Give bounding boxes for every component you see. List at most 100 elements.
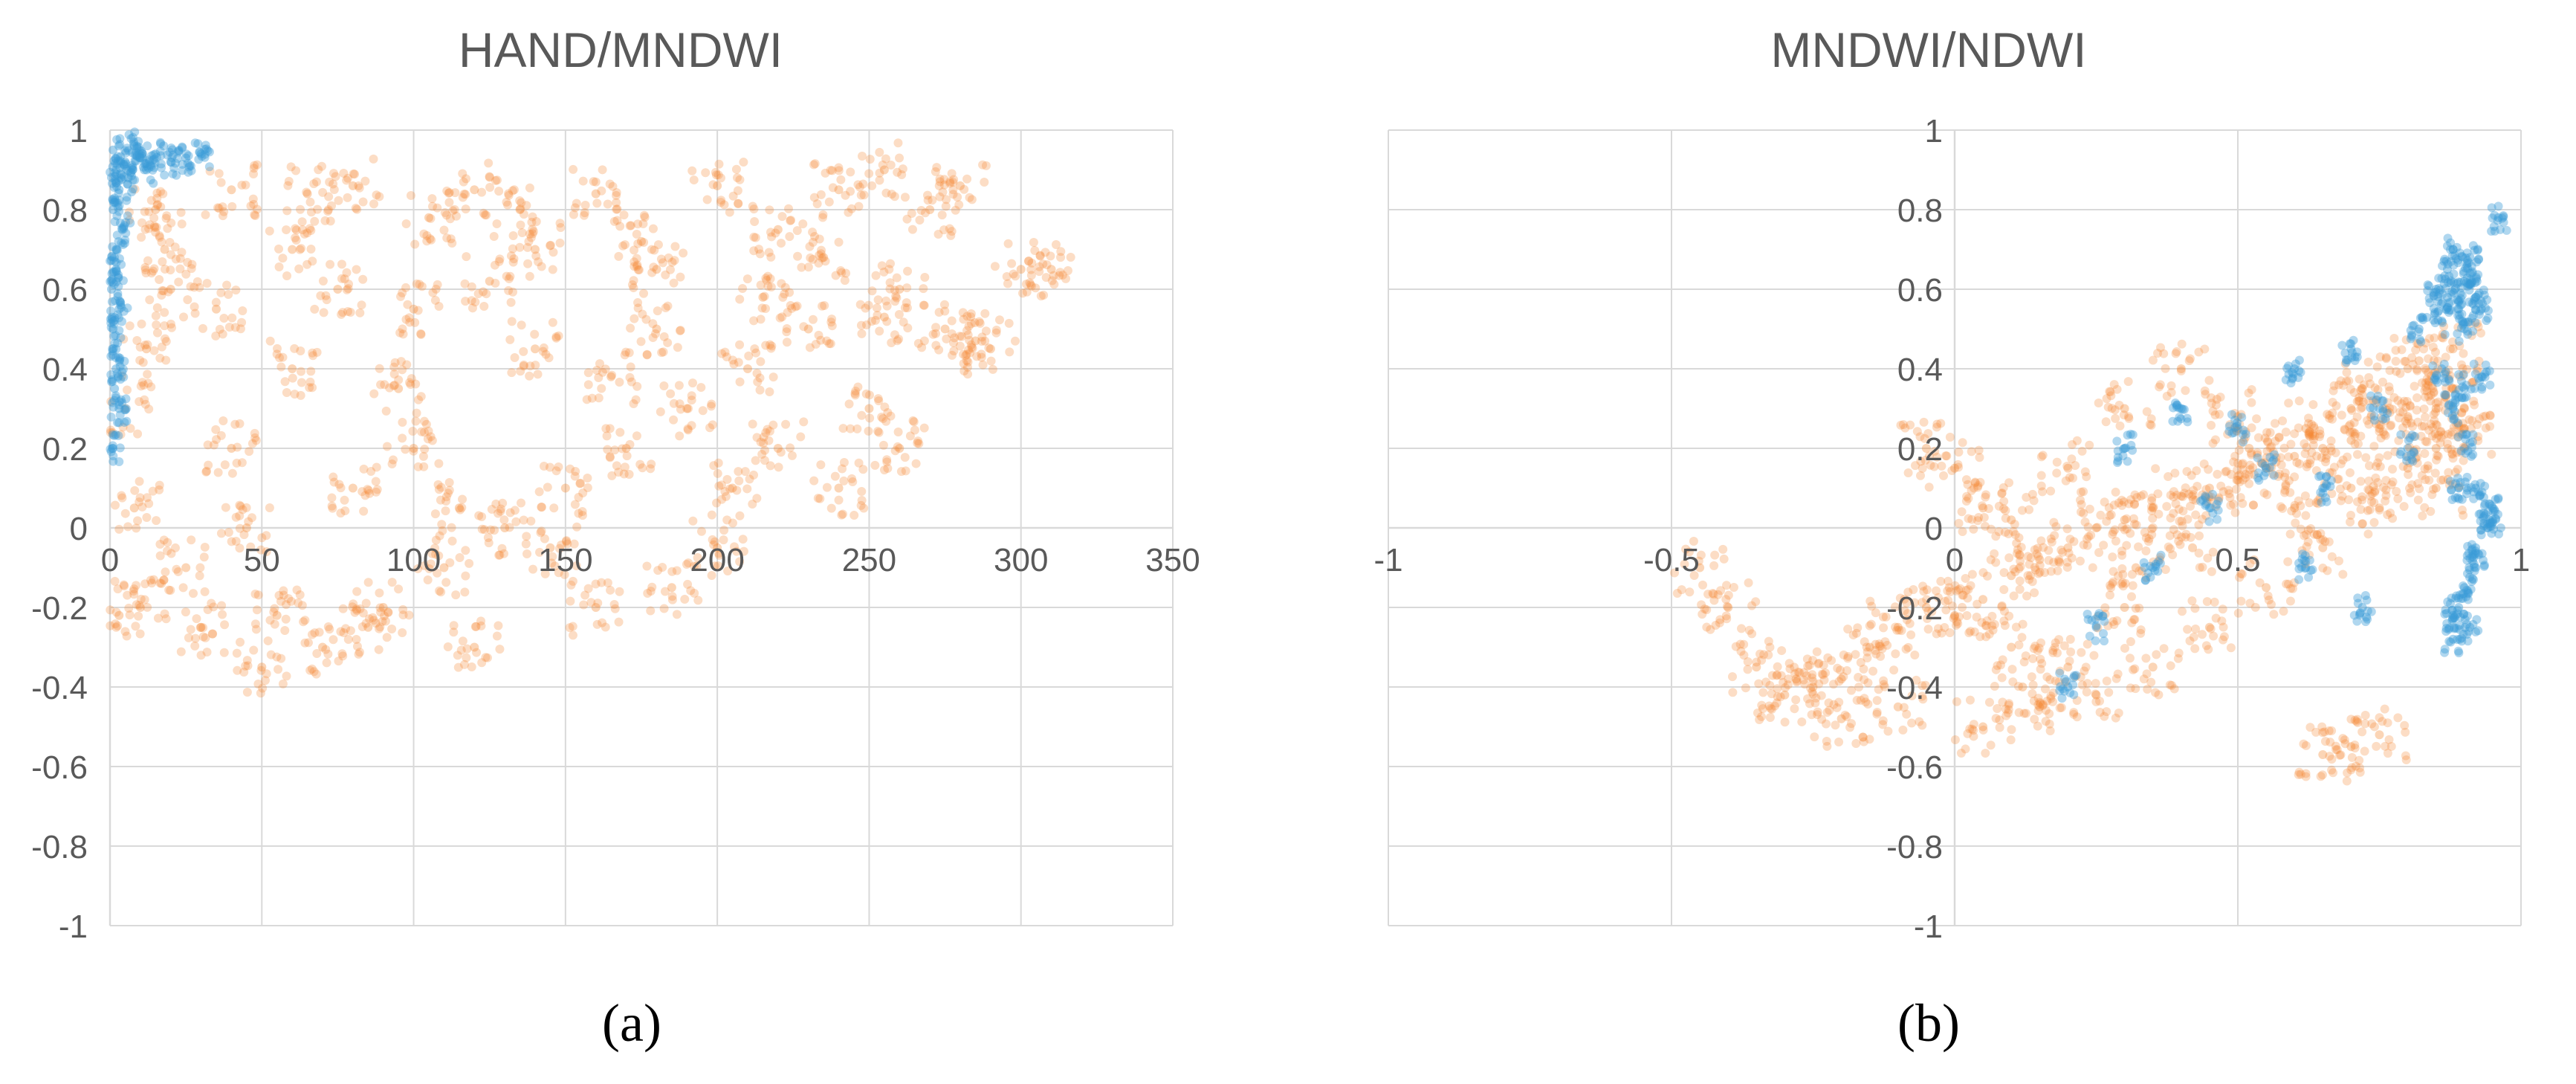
scatter-point <box>416 329 426 338</box>
scatter-point <box>1708 588 1718 598</box>
scatter-point <box>2385 386 2395 396</box>
scatter-point <box>2456 477 2465 487</box>
scatter-point <box>2065 535 2075 544</box>
scatter-point <box>2046 534 2056 543</box>
scatter-point <box>108 428 117 437</box>
scatter-point <box>135 342 145 352</box>
scatter-point <box>2233 471 2243 481</box>
scatter-point <box>857 329 867 338</box>
scatter-point <box>548 552 557 561</box>
scatter-point <box>123 590 132 600</box>
scatter-point <box>2132 493 2142 503</box>
scatter-point <box>2035 555 2045 564</box>
scatter-point <box>117 225 127 234</box>
scatter-point <box>108 398 117 407</box>
scatter-point <box>134 142 143 152</box>
scatter-point <box>2401 356 2410 366</box>
scatter-point <box>2453 258 2463 268</box>
scatter-point <box>540 569 550 578</box>
scatter-point <box>215 324 224 334</box>
scatter-point <box>161 334 170 343</box>
scatter-point <box>197 152 207 161</box>
scatter-point <box>2398 462 2408 471</box>
scatter-point <box>2408 422 2418 431</box>
scatter-point <box>250 211 260 221</box>
scatter-point <box>919 284 928 294</box>
scatter-point <box>249 164 259 173</box>
scatter-point <box>1944 583 1954 593</box>
scatter-point <box>2327 552 2337 561</box>
scatter-point <box>288 373 297 383</box>
scatter-point <box>2355 767 2365 777</box>
scatter-point <box>1991 532 2001 541</box>
scatter-point <box>2463 636 2473 646</box>
y-tick-label: -1 <box>59 909 88 945</box>
scatter-point <box>1743 656 1753 666</box>
scatter-point <box>972 352 982 361</box>
scatter-point <box>2487 529 2496 538</box>
scatter-point <box>2154 509 2164 519</box>
scatter-point <box>879 267 889 277</box>
scatter-point <box>516 220 525 230</box>
scatter-point <box>2462 630 2472 639</box>
scatter-point <box>218 202 227 212</box>
scatter-point <box>931 341 941 350</box>
scatter-point <box>2294 366 2304 375</box>
scatter-point <box>2372 741 2381 751</box>
scatter-point <box>1018 288 1028 298</box>
scatter-point <box>444 188 453 198</box>
scatter-point <box>661 270 670 280</box>
scatter-point <box>2430 318 2440 328</box>
scatter-point <box>2052 457 2062 467</box>
scatter-point <box>939 175 949 184</box>
scatter-point <box>2473 432 2483 442</box>
scatter-point <box>2366 497 2376 506</box>
scatter-point <box>2036 654 2045 664</box>
scatter-point <box>1047 276 1057 285</box>
scatter-point <box>108 377 117 387</box>
scatter-point <box>2430 333 2439 343</box>
scatter-point <box>2363 358 2373 367</box>
scatter-point <box>1950 735 1960 745</box>
scatter-point <box>2010 520 2019 529</box>
scatter-point <box>2098 611 2108 621</box>
scatter-point <box>787 451 797 460</box>
scatter-point <box>149 155 158 165</box>
scatter-point <box>856 320 866 330</box>
scatter-point <box>2216 393 2225 402</box>
scatter-point <box>2310 431 2320 441</box>
scatter-point <box>627 377 636 387</box>
scatter-point <box>507 368 517 378</box>
scatter-point <box>146 382 156 392</box>
scatter-point <box>882 457 892 467</box>
scatter-point <box>394 375 404 385</box>
scatter-point <box>106 172 116 182</box>
scatter-point <box>624 469 634 479</box>
scatter-point <box>2238 459 2247 468</box>
scatter-point <box>602 431 612 441</box>
scatter-point <box>2424 368 2433 378</box>
scatter-point <box>1969 483 1978 493</box>
scatter-point <box>375 364 384 373</box>
scatter-point <box>2118 581 2128 591</box>
scatter-point <box>117 223 127 233</box>
scatter-point <box>2453 493 2462 503</box>
scatter-point <box>398 628 407 637</box>
scatter-point <box>314 165 323 175</box>
scatter-point <box>1722 581 1732 590</box>
scatter-point <box>2181 532 2190 542</box>
scatter-point <box>109 402 118 412</box>
scatter-point <box>1973 481 1983 491</box>
scatter-point <box>601 424 611 433</box>
scatter-point <box>113 584 123 594</box>
scatter-point <box>311 177 321 187</box>
scatter-point <box>826 339 835 349</box>
scatter-point <box>110 196 120 205</box>
scatter-point <box>1807 710 1816 720</box>
scatter-point <box>816 335 826 345</box>
scatter-point <box>106 605 115 615</box>
scatter-point <box>495 254 505 264</box>
scatter-point <box>648 224 658 233</box>
scatter-point <box>2212 394 2221 404</box>
scatter-point <box>867 317 876 326</box>
